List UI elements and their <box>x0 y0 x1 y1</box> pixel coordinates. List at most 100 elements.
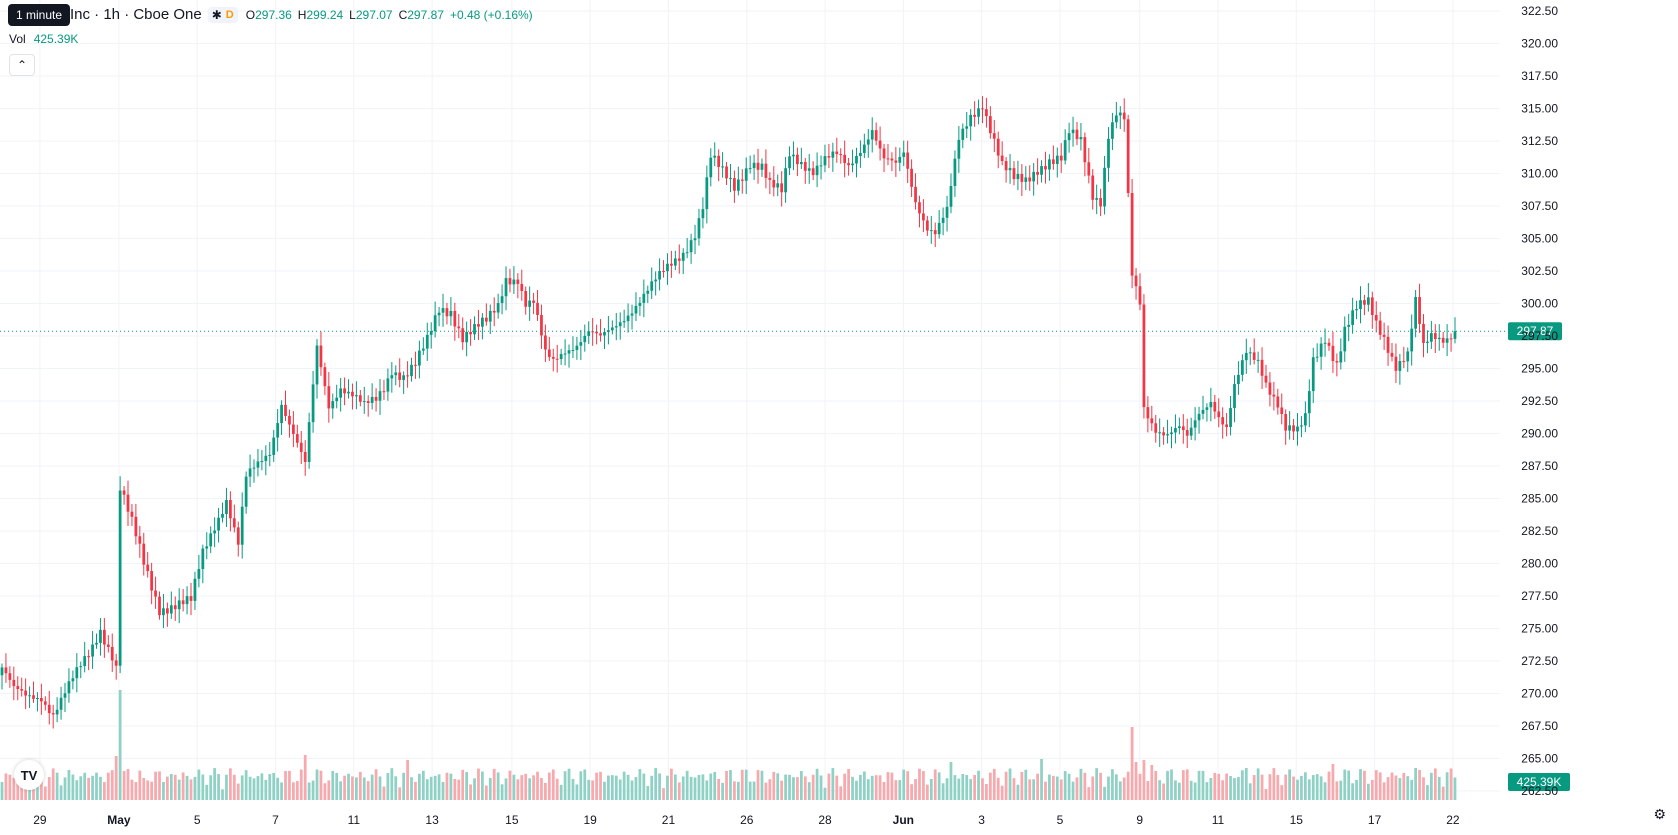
gear-icon[interactable]: ⚙ <box>1653 806 1666 822</box>
candle-body <box>284 404 287 416</box>
volume-bar <box>292 782 295 800</box>
candle-body <box>181 600 185 605</box>
volume-bar <box>1225 773 1228 800</box>
candle-body <box>1418 296 1421 324</box>
candle-body <box>1040 166 1043 175</box>
x-tick-label: 29 <box>33 813 47 827</box>
volume-bar <box>1292 776 1295 800</box>
candle-body <box>1248 352 1252 354</box>
x-tick-label: 11 <box>348 813 361 827</box>
volume-bar <box>1012 778 1016 800</box>
volume-bar <box>142 778 146 800</box>
volume-bar <box>1240 770 1244 800</box>
tradingview-logo-icon[interactable]: TV <box>14 760 44 790</box>
symbol-title: Inc · 1h · Cboe One <box>70 6 202 23</box>
candle-body <box>981 108 984 110</box>
candle-body <box>610 327 614 331</box>
candle-body <box>1225 424 1228 427</box>
candle-body <box>481 317 484 327</box>
y-tick-label: 282.50 <box>1521 524 1558 538</box>
candle-body <box>217 517 220 531</box>
candle-body <box>445 308 449 317</box>
candle-body <box>1327 342 1331 346</box>
volume-bar <box>973 774 976 800</box>
volume-bar <box>288 770 291 800</box>
volume-bar <box>138 770 142 800</box>
candle-body <box>768 177 772 180</box>
volume-bar <box>532 775 535 800</box>
y-tick-label: 312.50 <box>1521 134 1558 148</box>
candle-body <box>965 126 969 129</box>
volume-bar <box>87 777 91 800</box>
volume-legend: Vol 425.39K <box>9 32 78 46</box>
volume-bar <box>1118 781 1122 800</box>
volume-bar <box>961 774 965 800</box>
candle-body <box>1134 275 1138 287</box>
candle-body <box>662 270 665 272</box>
volume-bar <box>1441 786 1445 800</box>
candle-body <box>843 154 847 164</box>
volume-bar <box>642 773 646 800</box>
volume-bar <box>63 777 67 800</box>
volume-bar <box>173 774 177 800</box>
candle-body <box>827 156 831 158</box>
volume-bar <box>114 756 118 800</box>
volume-bar <box>75 780 79 800</box>
volume-bar <box>571 778 575 800</box>
candle-body <box>1146 407 1150 419</box>
volume-bar <box>1040 759 1043 800</box>
candle-body <box>524 290 528 307</box>
session-badge[interactable]: ✱ D <box>207 6 238 23</box>
candle-body <box>1036 171 1039 175</box>
candle-body <box>713 155 717 158</box>
volume-bar <box>662 788 665 800</box>
volume-bar <box>134 782 138 800</box>
candle-body <box>169 605 173 614</box>
volume-bar <box>792 777 795 800</box>
volume-bar <box>579 771 583 800</box>
volume-bar <box>103 782 106 800</box>
volume-label: Vol <box>9 32 26 46</box>
volume-bar <box>1201 770 1205 800</box>
candle-body <box>433 315 437 332</box>
volume-bar <box>1103 786 1106 800</box>
volume-bar <box>1177 782 1181 800</box>
candle-body <box>114 660 118 666</box>
volume-bar <box>1429 772 1433 800</box>
volume-bar <box>965 774 969 800</box>
candle-body <box>1276 396 1280 408</box>
volume-bar <box>670 768 673 800</box>
last-price-label: 297.87 <box>1517 324 1554 338</box>
volume-bar <box>1402 772 1406 800</box>
candle-body <box>729 178 732 180</box>
volume-bar <box>555 778 559 800</box>
candle-body <box>244 476 248 507</box>
volume-bar <box>481 771 484 800</box>
candle-body <box>697 218 701 239</box>
candle-body <box>347 391 350 394</box>
candle-body <box>575 345 579 350</box>
volume-bar <box>614 775 618 800</box>
volume-bar <box>776 773 780 800</box>
y-tick-label: 297.50 <box>1521 329 1558 343</box>
candle-body <box>280 404 283 424</box>
volume-bar <box>264 779 268 800</box>
candle-body <box>855 155 858 164</box>
collapse-legend-button[interactable]: ⌃ <box>9 54 35 76</box>
volume-bar <box>1394 775 1398 800</box>
candle-body <box>201 548 205 570</box>
volume-bar <box>772 771 776 800</box>
candle-body <box>670 263 673 266</box>
volume-bar <box>1268 774 1272 800</box>
volume-bar <box>303 755 307 800</box>
volume-bar <box>382 786 386 800</box>
volume-bar <box>276 777 280 800</box>
candle-body <box>1386 336 1390 353</box>
candle-body <box>39 697 43 702</box>
volume-bar <box>630 780 634 800</box>
last-price-line: 297.87 425.39K <box>0 322 1570 791</box>
volume-bar <box>866 779 870 800</box>
y-tick-label: 270.00 <box>1521 686 1558 700</box>
candle-body <box>55 709 59 715</box>
